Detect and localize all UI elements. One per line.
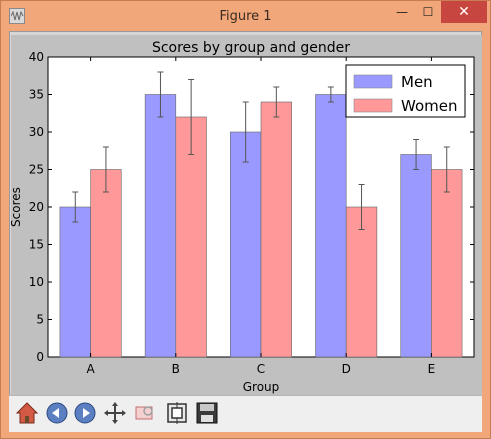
legend-swatch-women	[353, 98, 393, 113]
legend-label-women: Women	[401, 97, 457, 115]
legend: Men Women	[345, 64, 466, 118]
x-tick-label: D	[342, 362, 351, 376]
bar-men-d	[315, 94, 347, 358]
back-arrow-icon	[46, 402, 68, 424]
window-title: Figure 1	[219, 9, 272, 24]
y-tick-label: 10	[29, 275, 44, 289]
bar-men-a	[59, 206, 91, 358]
x-axis: A B C D E	[86, 57, 435, 376]
bar-men-c	[230, 131, 262, 358]
y-tick-label: 30	[29, 125, 44, 139]
y-tick-label: 35	[29, 88, 44, 102]
x-tick-label: E	[428, 362, 436, 376]
pan-cross-icon	[104, 402, 126, 424]
x-tick-label: A	[86, 362, 95, 376]
x-tick-label: C	[257, 362, 265, 376]
zoom-rect-icon	[135, 406, 153, 420]
bar-chart: Scores by group and gender 0 5 10 15 20 25 30 3…	[9, 40, 475, 394]
bar-men-e	[400, 154, 432, 358]
home-button[interactable]	[13, 399, 41, 427]
forward-button[interactable]	[71, 399, 99, 427]
close-button[interactable]: ✕	[441, 1, 487, 23]
maximize-button[interactable]: ☐	[415, 1, 441, 23]
zoom-button[interactable]	[131, 399, 159, 427]
bar-women-c	[260, 101, 292, 358]
back-button[interactable]	[43, 399, 71, 427]
minimize-icon: —	[396, 5, 408, 19]
home-icon	[15, 402, 39, 424]
x-axis-label: Group	[243, 380, 280, 394]
navigation-toolbar	[9, 395, 482, 432]
figure-canvas[interactable]: Scores by group and gender 0 5 10 15 20 25 30 3…	[9, 35, 482, 395]
bar-women-e	[431, 169, 463, 358]
subplots-icon	[167, 402, 187, 424]
maximize-icon: ☐	[422, 5, 434, 19]
y-tick-label: 20	[29, 200, 44, 214]
y-tick-label: 0	[36, 350, 44, 364]
bar-women-a	[90, 169, 122, 358]
x-tick-label: B	[172, 362, 180, 376]
chart-title: Scores by group and gender	[152, 40, 350, 56]
bars-group	[59, 71, 463, 358]
legend-swatch-men	[353, 74, 393, 89]
y-tick-label: 5	[36, 313, 44, 327]
y-axis: 0 5 10 15 20 25 30 35 40	[29, 50, 474, 364]
forward-arrow-icon	[74, 402, 96, 424]
y-axis-label: Scores	[11, 187, 23, 227]
bar-women-d	[345, 206, 378, 358]
app-icon[interactable]	[9, 8, 25, 24]
floppy-save-icon	[196, 402, 218, 424]
configure-subplots-button[interactable]	[163, 399, 191, 427]
title-bar[interactable]: Figure 1 — ☐ ✕	[1, 1, 490, 31]
y-tick-label: 40	[29, 50, 44, 64]
legend-label-men: Men	[401, 73, 433, 91]
bar-men-b	[144, 94, 177, 358]
y-tick-label: 25	[29, 163, 44, 177]
save-button[interactable]	[193, 399, 221, 427]
bar-women-b	[175, 116, 207, 358]
close-icon: ✕	[458, 4, 470, 20]
y-tick-label: 15	[29, 238, 44, 252]
pan-button[interactable]	[101, 399, 129, 427]
minimize-button[interactable]: —	[389, 1, 415, 23]
